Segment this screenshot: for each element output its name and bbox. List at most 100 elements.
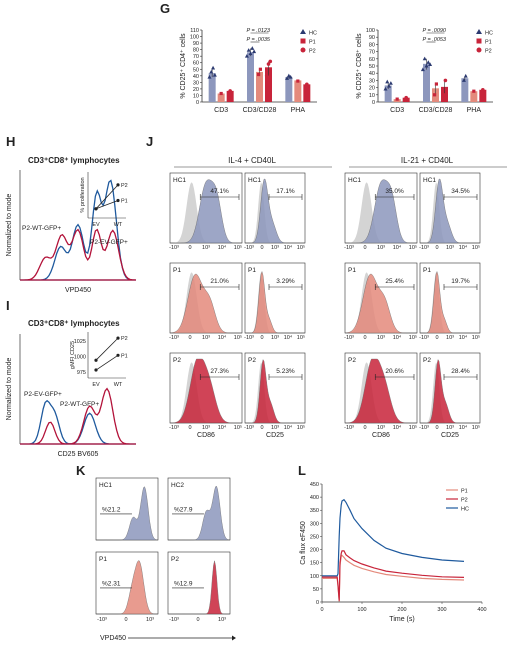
y-axis-label: Ca flux eF450	[300, 521, 307, 565]
panel-label-g: G	[160, 1, 170, 16]
histogram-sample	[168, 485, 231, 541]
group-title: IL-21 + CD40L	[401, 156, 454, 165]
data-point	[246, 48, 251, 52]
x-tick-label: 10⁵	[297, 244, 305, 251]
gate-percentage: 19.7%	[451, 278, 470, 285]
inset-y-label: gMFI CD25	[70, 341, 76, 369]
panel-label-j: J	[146, 134, 153, 149]
histogram-wt	[20, 387, 136, 445]
x-axis-label: CD86	[197, 432, 215, 439]
y-tick-label: 80	[193, 48, 199, 54]
x-tick-label: 0	[188, 245, 191, 251]
flow-plot: 21.0% P1 -10³ 0 10³ 10⁴ 10⁵	[169, 262, 243, 341]
category-label: PHA	[467, 107, 482, 114]
legend-label: P2	[485, 49, 492, 55]
series-label-wt: P2-WT-GFP+	[60, 401, 99, 408]
gate-percentage: %2.31	[102, 580, 121, 587]
data-point	[209, 69, 214, 74]
data-point	[443, 78, 448, 83]
x-tick-label: 0	[124, 617, 127, 623]
data-point	[268, 59, 273, 64]
flow-plot: 19.7% P1 -10³ 0 10³ 10⁴ 10⁵	[419, 262, 481, 341]
sample-label: HC1	[348, 177, 361, 184]
data-point	[461, 78, 466, 82]
histogram-sample	[170, 179, 242, 244]
sample-label: P1	[99, 556, 107, 563]
gate-percentage: 3.29%	[276, 278, 295, 285]
bar-p1	[294, 80, 302, 102]
histogram-control	[345, 182, 417, 243]
histogram-sample	[344, 273, 417, 334]
x-tick-label: 0	[260, 425, 263, 431]
x-tick-label: 10⁴	[284, 334, 293, 341]
y-tick-label: 400	[310, 495, 319, 501]
data-point	[426, 60, 431, 64]
x-tick-label: 400	[477, 607, 486, 613]
bar-p2	[226, 90, 234, 102]
flow-plot: 27.3% P2 -10³ 0 10³ 10⁴ 10⁵ CD86	[169, 352, 243, 439]
data-point	[288, 74, 293, 79]
x-axis-label: CD25	[441, 432, 459, 439]
x-axis-label: CD25 BV605	[58, 451, 99, 458]
bar-p2	[479, 89, 487, 102]
x-tick-label: 10⁴	[218, 334, 227, 341]
histogram-sample	[420, 178, 480, 244]
y-tick-label: 150	[310, 561, 319, 567]
x-tick-label: -10³	[169, 245, 179, 251]
data-point	[422, 56, 427, 61]
legend-label: HC	[309, 31, 317, 37]
inset-y-tick: 975	[77, 370, 86, 376]
x-tick-label: 10³	[377, 335, 385, 341]
x-tick-label: 10³	[218, 617, 226, 623]
x-axis-label: CD86	[372, 432, 390, 439]
x-tick-label: 10³	[202, 425, 210, 431]
y-tick-label: 30	[369, 78, 375, 84]
x-tick-label: -10³	[169, 425, 179, 431]
x-tick-label: 0	[188, 425, 191, 431]
data-point	[472, 89, 476, 93]
y-axis-label: % CD25⁺ CD4⁺ cells	[180, 33, 187, 99]
histogram-sample	[245, 359, 305, 424]
data-point	[428, 62, 433, 67]
category-label: CD3/CD28	[419, 107, 453, 114]
data-point	[387, 83, 392, 88]
x-tick-label: -10³	[169, 617, 179, 623]
x-axis-label: CD25	[266, 432, 284, 439]
x-tick-label: -10³	[244, 245, 254, 251]
legend-label: HC	[461, 507, 469, 513]
inset-point	[94, 207, 98, 211]
x-tick-label: 10⁵	[472, 424, 480, 431]
y-tick-label: 80	[369, 42, 375, 48]
bar-p1	[470, 91, 478, 102]
inset-series-label: P2	[121, 336, 128, 342]
inset-series-label: P2	[121, 183, 128, 189]
x-tick-label: 10⁵	[409, 424, 417, 431]
x-tick-label: 10⁴	[459, 424, 468, 431]
x-tick-label: 10⁵	[234, 334, 242, 341]
chart-title: CD3⁺CD8⁺ lymphocytes	[28, 156, 120, 165]
data-point	[212, 72, 217, 77]
x-tick-label: 0	[435, 245, 438, 251]
gate-percentage: 20.6%	[385, 368, 404, 375]
gate-percentage: %12.9	[174, 580, 193, 587]
legend-label: P2	[461, 498, 468, 504]
histogram-sample	[96, 560, 158, 615]
flow-plot: %2.31 P1 -10³ 0 10³	[95, 551, 159, 623]
y-tick-label: 0	[372, 100, 375, 106]
x-axis-label: VPD450	[65, 287, 91, 294]
y-tick-label: 40	[369, 71, 375, 77]
histogram-control	[170, 182, 242, 243]
bar-p2	[265, 67, 272, 102]
y-tick-label: 40	[193, 74, 199, 80]
y-tick-label: 10	[193, 93, 199, 99]
gate-percentage: %21.2	[102, 506, 121, 513]
chart-title: CD3⁺CD8⁺ lymphocytes	[28, 319, 120, 328]
histogram-sample	[169, 358, 242, 424]
sample-label: P2	[348, 357, 356, 364]
panel-label-l: L	[298, 463, 306, 478]
x-tick-label: 10³	[271, 425, 279, 431]
data-point	[258, 67, 262, 71]
bar-hc	[247, 52, 254, 102]
data-point	[305, 82, 309, 87]
inset-point	[116, 353, 120, 357]
